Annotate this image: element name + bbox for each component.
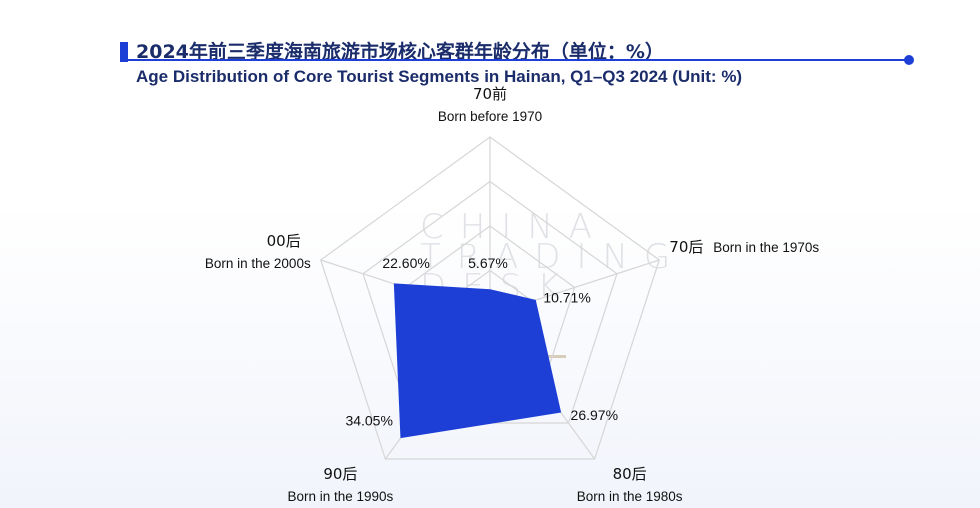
- title-divider: [120, 59, 910, 61]
- axis-label-cn-2: 70后: [669, 238, 703, 256]
- title-accent-bar: [120, 42, 128, 62]
- title-divider-dot: [904, 55, 914, 65]
- chart-title-chinese: 2024年前三季度海南旅游市场核心客群年龄分布（单位：%）: [136, 41, 664, 63]
- axis-label-cn-1: 70前: [473, 85, 507, 103]
- data-label-3: 26.97%: [571, 407, 618, 423]
- axis-label-cn-4: 90后: [323, 465, 357, 483]
- series-area: [393, 283, 562, 439]
- chart-title-english: Age Distribution of Core Tourist Segment…: [136, 67, 743, 86]
- axis-label-en-2: Born in the 1970s: [713, 240, 819, 255]
- data-label-5: 22.60%: [382, 255, 429, 271]
- grid-ring-4: [320, 136, 660, 460]
- axis-label-cn-5: 00后: [267, 232, 301, 250]
- axis-label-en-1: Born before 1970: [438, 109, 542, 124]
- data-label-2: 10.71%: [543, 289, 590, 305]
- axis-label-cn-3: 80后: [613, 465, 647, 483]
- data-label-1: 5.67%: [468, 255, 508, 271]
- axis-label-en-3: Born in the 1980s: [577, 489, 683, 504]
- axis-label-en-4: Born in the 1990s: [287, 489, 393, 504]
- axis-label-en-5: Born in the 2000s: [205, 256, 311, 271]
- data-label-4: 34.05%: [345, 413, 392, 429]
